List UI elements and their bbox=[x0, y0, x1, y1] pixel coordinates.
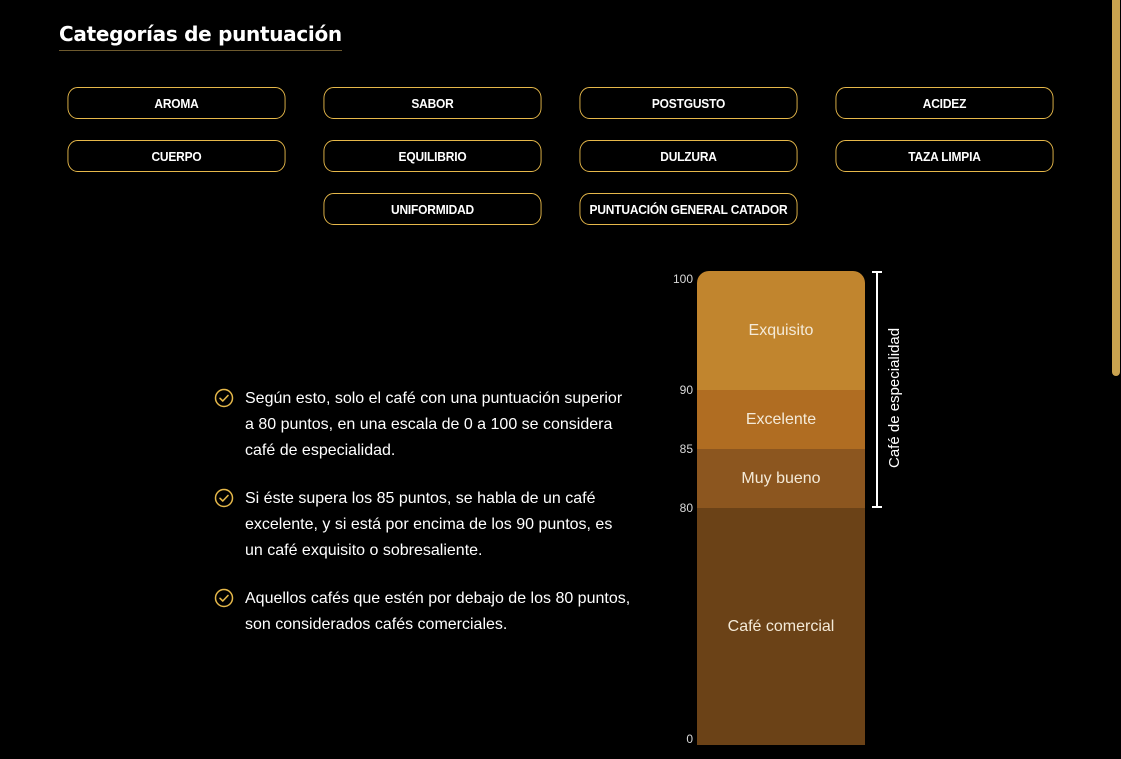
scrollbar[interactable] bbox=[1111, 0, 1121, 759]
check-circle-icon bbox=[214, 588, 234, 608]
specialty-label: Café de especialidad bbox=[886, 327, 903, 468]
segment-label: Excelente bbox=[745, 410, 817, 428]
scrollbar-thumb[interactable] bbox=[1112, 0, 1120, 376]
check-circle-icon bbox=[214, 388, 234, 408]
category-equilibrio-button[interactable]: EQUILIBRIO bbox=[323, 140, 542, 172]
bullet-item: Si éste supera los 85 puntos, se habla d… bbox=[214, 486, 634, 564]
tick-label: 90 bbox=[679, 383, 693, 397]
bullet-item: Según esto, solo el café con una puntuac… bbox=[214, 386, 634, 464]
tick-label: 85 bbox=[679, 442, 693, 456]
check-circle-icon bbox=[214, 488, 234, 508]
category-taza-limpia-button[interactable]: TAZA LIMPIA bbox=[835, 140, 1054, 172]
segment-muy-bueno: Muy bueno bbox=[697, 449, 865, 508]
segment-cafe-comercial: Café comercial bbox=[697, 508, 865, 745]
score-scale-bar: Exquisito Excelente Muy bueno Café comer… bbox=[697, 271, 865, 745]
category-postgusto-button[interactable]: POSTGUSTO bbox=[579, 87, 798, 119]
segment-exquisito: Exquisito bbox=[697, 271, 865, 390]
category-sabor-button[interactable]: SABOR bbox=[323, 87, 542, 119]
specialty-bracket bbox=[876, 271, 878, 508]
bullet-text: Si éste supera los 85 puntos, se habla d… bbox=[245, 490, 613, 559]
segment-label: Muy bueno bbox=[741, 469, 821, 487]
bullet-text: Según esto, solo el café con una puntuac… bbox=[245, 390, 623, 459]
category-dulzura-button[interactable]: DULZURA bbox=[579, 140, 798, 172]
segment-label: Exquisito bbox=[748, 321, 814, 339]
bracket-cap-bottom bbox=[872, 506, 882, 508]
bullet-item: Aquellos cafés que estén por debajo de l… bbox=[214, 586, 634, 638]
category-cuerpo-button[interactable]: CUERPO bbox=[67, 140, 286, 172]
category-aroma-button[interactable]: AROMA bbox=[67, 87, 286, 119]
segment-excelente: Excelente bbox=[697, 390, 865, 449]
tick-label: 80 bbox=[679, 501, 693, 515]
section-title: Categorías de puntuación bbox=[59, 22, 342, 51]
bracket-cap-top bbox=[872, 271, 882, 273]
category-acidez-button[interactable]: ACIDEZ bbox=[835, 87, 1054, 119]
bullet-text: Aquellos cafés que estén por debajo de l… bbox=[245, 590, 631, 633]
tick-label: 0 bbox=[686, 732, 693, 746]
tick-label: 100 bbox=[672, 272, 693, 286]
segment-label: Café comercial bbox=[727, 617, 835, 635]
category-uniformidad-button[interactable]: UNIFORMIDAD bbox=[323, 193, 542, 225]
category-puntuacion-general-button[interactable]: PUNTUACIÓN GENERAL CATADOR bbox=[579, 193, 798, 225]
